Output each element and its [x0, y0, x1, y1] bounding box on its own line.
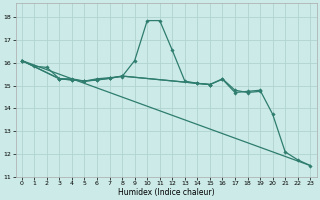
X-axis label: Humidex (Indice chaleur): Humidex (Indice chaleur): [118, 188, 214, 197]
